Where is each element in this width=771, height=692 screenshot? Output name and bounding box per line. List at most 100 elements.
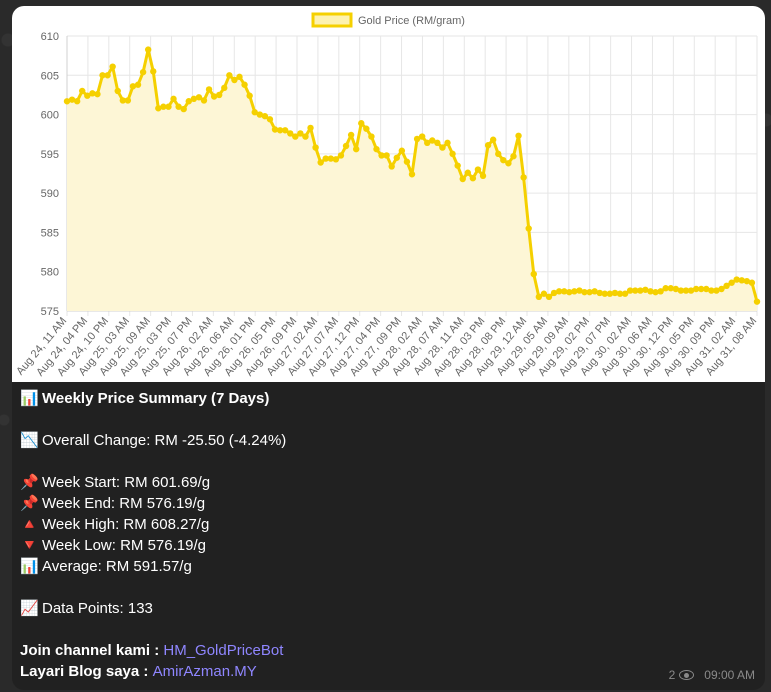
data-point [226, 72, 233, 79]
data-point [104, 72, 111, 79]
week-high: 🔺 Week High: RM 608.27/g [20, 516, 210, 533]
data-point [495, 150, 502, 158]
data-point [99, 72, 106, 79]
data-point [383, 152, 390, 159]
blog-line: Layari Blog saya : AmirAzman.MY [20, 663, 257, 680]
y-tick-label: 590 [41, 188, 59, 200]
data-point [637, 287, 644, 294]
y-tick-label: 580 [41, 267, 59, 279]
data-point [484, 142, 492, 149]
data-point [337, 152, 345, 159]
data-point [170, 95, 177, 103]
chart-image[interactable]: 575 580 585 590 595 600 605 610 Aug 24, 11 AM Aug… [12, 6, 765, 382]
data-point [454, 162, 461, 169]
data-point [697, 285, 705, 293]
data-point [515, 132, 522, 139]
data-point [129, 83, 137, 90]
bar-chart-icon: 📊 [20, 558, 39, 575]
data-point [581, 288, 588, 296]
data-point [185, 98, 192, 105]
data-point [150, 68, 157, 75]
data-point [500, 156, 507, 164]
view-count: 2 [668, 668, 676, 682]
data-point [271, 126, 279, 133]
legend-label: Gold Price (RM/gram) [358, 15, 465, 27]
data-point [525, 225, 532, 232]
data-point [561, 288, 568, 295]
data-point [662, 285, 669, 292]
data-point [626, 287, 634, 294]
overall-change: 📉 Overall Change: RM -25.50 (-4.24%) [20, 432, 287, 449]
data-point [530, 270, 537, 278]
pushpin-icon: 📌 [20, 495, 39, 512]
data-point [165, 103, 172, 110]
data-point [413, 135, 421, 143]
data-point [210, 93, 218, 100]
data-point [134, 81, 142, 88]
data-point [205, 86, 213, 93]
data-point [312, 144, 319, 151]
data-point [449, 150, 456, 158]
data-point [424, 139, 431, 147]
data-point [728, 279, 735, 286]
data-point [596, 289, 603, 297]
data-point [555, 288, 563, 295]
data-points: 📈 Data Points: 133 [20, 600, 153, 617]
y-tick-label: 610 [41, 31, 59, 43]
data-point [479, 172, 487, 180]
bar-chart-icon: 📊 [20, 390, 39, 407]
data-point [297, 130, 304, 137]
data-point [439, 144, 446, 151]
triangle-up-icon: 🔺 [20, 516, 39, 533]
data-point [327, 155, 335, 162]
data-point [251, 109, 258, 116]
data-point [393, 154, 400, 161]
data-point [459, 175, 466, 183]
eye-icon [679, 670, 695, 680]
blog-link[interactable]: AmirAzman.MY [152, 663, 257, 680]
data-point [616, 290, 624, 297]
channel-link[interactable]: HM_GoldPriceBot [163, 642, 284, 659]
data-point [743, 277, 751, 285]
data-point [256, 111, 263, 118]
data-point [576, 287, 583, 294]
data-point [586, 288, 593, 296]
data-point [63, 98, 71, 105]
data-point [723, 282, 730, 290]
data-point [307, 124, 314, 132]
data-point [231, 76, 238, 84]
data-point [261, 112, 269, 120]
data-point [647, 288, 654, 295]
data-point [464, 169, 472, 176]
message-meta: 2 09:00 AM [669, 668, 755, 682]
data-point [180, 105, 187, 113]
data-point [109, 63, 116, 70]
data-point [84, 92, 91, 99]
data-point [216, 91, 223, 99]
data-point [692, 285, 700, 293]
data-point [398, 147, 406, 154]
data-point [713, 287, 720, 294]
data-point [733, 276, 740, 283]
message-bubble: 575 580 585 590 595 600 605 610 Aug 24, 11 AM Aug… [12, 6, 765, 690]
data-point [566, 288, 573, 296]
data-point [535, 293, 543, 301]
data-point [642, 286, 649, 293]
data-point [94, 90, 101, 98]
data-point [373, 145, 380, 153]
data-point [703, 285, 710, 293]
data-point [287, 130, 294, 137]
data-point [73, 98, 81, 105]
average: 📊 Average: RM 591.57/g [20, 558, 192, 575]
data-point [119, 97, 127, 104]
data-point [753, 298, 761, 305]
data-point [434, 139, 441, 147]
data-point [611, 289, 619, 297]
data-point [748, 279, 756, 286]
chart-up-icon: 📈 [20, 600, 39, 617]
data-point [378, 152, 385, 159]
data-point [195, 94, 203, 101]
data-point [601, 290, 608, 297]
data-point [347, 131, 355, 139]
